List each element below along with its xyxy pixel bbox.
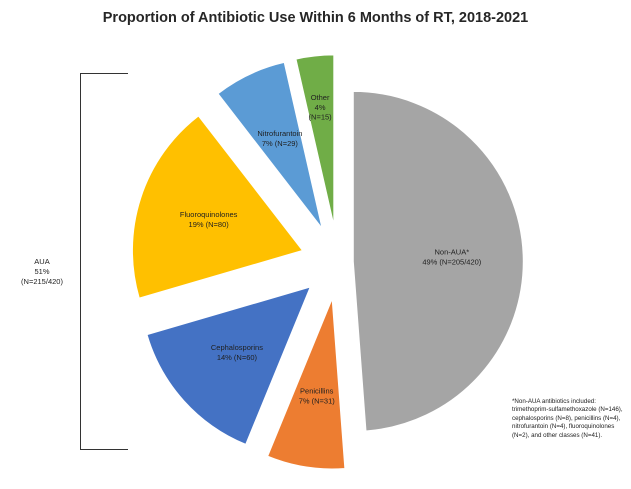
- slice-value-other: (N=15): [309, 113, 333, 122]
- aua-group-label: AUA 51% (N=215/420): [12, 257, 72, 287]
- aua-percent-line: 51%: [12, 267, 72, 277]
- slice-label-fluoroquinolones: Fluoroquinolones: [180, 210, 238, 219]
- slice-value-fluoroquinolones: 19% (N=80): [189, 220, 230, 229]
- aua-bracket: [80, 73, 128, 450]
- slice-value-non-aua: 49% (N=205/420): [422, 258, 481, 267]
- slice-value-other: 4%: [315, 103, 326, 112]
- slice-label-non-aua: Non-AUA*: [435, 248, 470, 257]
- aua-label-line: AUA: [12, 257, 72, 267]
- slice-value-penicillins: 7% (N=31): [299, 396, 336, 405]
- footnote: *Non-AUA antibiotics included: trimethop…: [512, 398, 630, 440]
- slice-label-nitrofurantoin: Nitrofurantoin: [257, 129, 302, 138]
- slice-label-cephalosporins: Cephalosporins: [211, 343, 263, 352]
- slice-value-nitrofurantoin: 7% (N=29): [262, 139, 299, 148]
- slice-label-other: Other: [311, 93, 330, 102]
- aua-count-line: (N=215/420): [12, 277, 72, 287]
- slice-label-penicillins: Penicillins: [300, 386, 334, 395]
- slice-value-cephalosporins: 14% (N=60): [217, 353, 258, 362]
